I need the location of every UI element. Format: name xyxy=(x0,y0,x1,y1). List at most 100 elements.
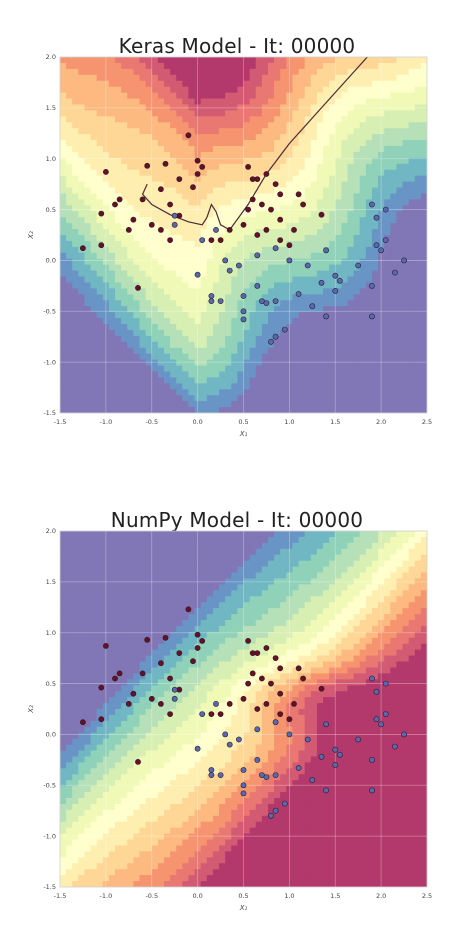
x-tick-label: 0.0 xyxy=(192,418,202,426)
scatter-point xyxy=(222,257,229,264)
scatter-point xyxy=(213,700,219,707)
scatter-point xyxy=(217,772,224,778)
y-tick-label: -1.0 xyxy=(43,832,56,840)
numpy-panel: NumPy Model - It: 00000 -1.5 -1.0 -0.5 0.0 0… xyxy=(0,474,474,948)
scatter-point xyxy=(323,787,329,794)
plot-frame xyxy=(59,56,428,414)
x-tick-label: 0.5 xyxy=(238,418,248,426)
scatter-point xyxy=(245,637,251,644)
scatter-point xyxy=(277,237,284,243)
scatter-point xyxy=(318,211,325,218)
scatter-point xyxy=(277,665,284,672)
scatter-point xyxy=(144,636,151,643)
scatter-point xyxy=(318,279,325,286)
y-tick-label: -1.0 xyxy=(43,358,56,366)
scatter-point xyxy=(194,745,201,752)
scatter-point xyxy=(272,719,279,726)
scatter-points xyxy=(80,606,407,819)
decision-boundary-line xyxy=(141,57,369,231)
scatter-point xyxy=(368,787,375,794)
keras-chart: -1.5 -1.0 -0.5 0.0 0.5 1.0 1.5 2.0 2.5 -1.5 -1.0 -0… xyxy=(27,53,432,438)
scatter-point xyxy=(318,753,325,760)
scatter-point xyxy=(125,700,132,707)
scatter-point xyxy=(249,196,256,203)
scatter-point xyxy=(249,670,256,677)
scatter-point xyxy=(254,282,261,289)
scatter-point xyxy=(130,216,137,223)
scatter-point xyxy=(171,221,178,228)
scatter-point xyxy=(80,245,86,252)
scatter-point xyxy=(194,645,201,651)
contour-background xyxy=(60,57,427,413)
scatter-point xyxy=(217,298,224,304)
scatter-point xyxy=(240,782,247,789)
x-tick-label: 2.0 xyxy=(376,418,386,426)
y-tick-label: -0.5 xyxy=(43,307,56,315)
scatter-point xyxy=(98,210,105,217)
scatter-point xyxy=(148,221,155,228)
scatter-point xyxy=(157,226,164,233)
y-tick-label: 0.0 xyxy=(46,257,56,265)
scatter-point xyxy=(194,271,201,278)
scatter-point xyxy=(309,777,316,784)
scatter-point xyxy=(208,772,215,778)
scatter-point xyxy=(286,242,293,249)
scatter-point xyxy=(103,642,109,649)
x-tick-label: -1.5 xyxy=(54,418,67,426)
scatter-point xyxy=(208,767,215,773)
scatter-point xyxy=(355,736,362,743)
scatter-point xyxy=(291,700,297,707)
y-tick-label: -0.5 xyxy=(43,781,56,789)
scatter-point xyxy=(240,695,247,702)
x-tick-label: -1.0 xyxy=(100,892,113,900)
scatter-point xyxy=(208,711,215,717)
scatter-point xyxy=(272,181,279,187)
scatter-point xyxy=(167,675,173,682)
scatter-point xyxy=(240,790,247,797)
scatter-point xyxy=(332,746,339,753)
scatter-point xyxy=(391,743,398,750)
y-tick-label: 0.5 xyxy=(46,206,56,214)
scatter-point xyxy=(295,765,302,771)
scatter-point xyxy=(157,700,164,707)
scatter-point xyxy=(286,731,293,738)
scatter-point xyxy=(281,800,288,807)
scatter-point xyxy=(240,308,247,315)
y-tick-label: 1.0 xyxy=(46,155,56,163)
scatter-point xyxy=(382,237,389,243)
scatter-point xyxy=(272,655,279,661)
scatter-point xyxy=(318,685,325,692)
scatter-point xyxy=(368,756,375,763)
x-tick-label: 0.0 xyxy=(192,892,202,900)
scatter-point xyxy=(194,171,201,177)
scatter-point xyxy=(194,157,201,164)
scatter-point xyxy=(263,171,270,177)
scatter-point xyxy=(263,300,270,306)
y-tick-label: 2.0 xyxy=(46,53,56,61)
scatter-point xyxy=(171,686,178,693)
scatter-point xyxy=(304,262,311,269)
scatter-point xyxy=(139,670,146,677)
scatter-point xyxy=(208,237,215,243)
scatter-point xyxy=(272,333,279,340)
scatter-point xyxy=(171,695,178,702)
scatter-point xyxy=(295,665,302,672)
scatter-point xyxy=(272,772,279,778)
scatter-point xyxy=(277,690,284,697)
scatter-point xyxy=(268,812,274,819)
scatter-point xyxy=(272,245,279,252)
scatter-point xyxy=(300,201,306,208)
scatter-point xyxy=(382,206,389,213)
y-tick-label: 0.0 xyxy=(46,731,56,739)
scatter-point xyxy=(80,719,86,726)
scatter-point xyxy=(286,257,293,264)
scatter-point xyxy=(226,741,233,748)
scatter-point xyxy=(323,313,329,320)
scatter-point xyxy=(116,670,123,677)
y-tick-label: -1.5 xyxy=(43,883,56,891)
scatter-point xyxy=(254,176,261,182)
y-tick-label: 1.5 xyxy=(46,578,56,586)
x-tick-label: 1.0 xyxy=(284,418,294,426)
scatter-point xyxy=(309,303,316,310)
scatter-point xyxy=(139,196,146,203)
